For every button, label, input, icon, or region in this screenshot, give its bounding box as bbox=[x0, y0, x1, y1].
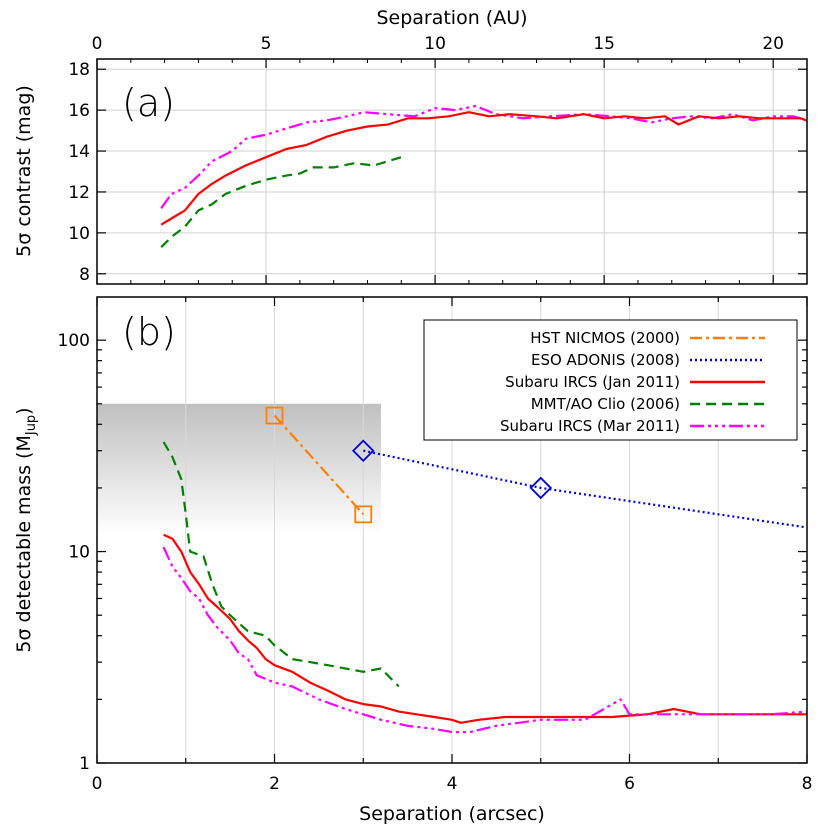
panel-b-series-subaru_jan bbox=[163, 533, 807, 724]
legend-box bbox=[423, 319, 798, 441]
panel-b-ytick-label-2: 100 bbox=[58, 331, 90, 351]
legend-label-mmt: MMT/AO Clio (2006) bbox=[531, 395, 680, 413]
panel-b-xtick-label-0: 0 bbox=[92, 774, 103, 794]
legend-label-subaru_mar: Subaru IRCS (Mar 2011) bbox=[500, 417, 680, 435]
panel-b-ylabel-sub: Jup bbox=[24, 415, 39, 436]
panel-b-ylabel: 5σ detectable mass (MJup) bbox=[13, 407, 39, 652]
panel-a-xtick-label-2: 10 bbox=[424, 34, 446, 54]
panel-a-ytick-label-2: 12 bbox=[68, 183, 90, 203]
marker-eso-0 bbox=[351, 439, 375, 462]
panel-b-series-eso bbox=[363, 449, 808, 529]
panel-b-xtick-label-4: 8 bbox=[802, 774, 813, 794]
panel-b-ylabel-end: ) bbox=[13, 407, 35, 414]
panel-a-ytick-label-5: 18 bbox=[68, 60, 90, 80]
marker-eso-1 bbox=[529, 476, 553, 500]
legend: HST NICMOS (2000) ESO ADONIS (2008) Subaru… bbox=[423, 319, 798, 441]
panel-a-xtick-label-3: 15 bbox=[593, 34, 615, 54]
panel-a-series-mmt bbox=[160, 156, 402, 248]
marker-hst-1 bbox=[354, 505, 373, 524]
panel-b-markers bbox=[265, 406, 553, 524]
panel-b: 0 2 4 6 8 1 10 100 (b) Separation (arcsec) 5σ d… bbox=[13, 296, 813, 825]
panel-b-xtick-label-2: 4 bbox=[447, 774, 458, 794]
panel-b-xtick-label-3: 6 bbox=[624, 774, 635, 794]
panel-a-ytick-label-0: 8 bbox=[79, 265, 90, 285]
panel-b-series-mmt bbox=[162, 441, 400, 688]
panel-a-xtick-label-1: 5 bbox=[261, 34, 272, 54]
panel-b-ytick-label-1: 10 bbox=[68, 543, 90, 563]
panel-b-label: (b) bbox=[122, 310, 176, 354]
panel-a-xtick-label-4: 20 bbox=[762, 34, 784, 54]
panel-b-ylabel-main: 5σ detectable mass (M bbox=[13, 435, 35, 652]
legend-label-eso: ESO ADONIS (2008) bbox=[531, 351, 680, 369]
panel-a-label: (a) bbox=[122, 81, 175, 125]
panel-a-series-subaru_jan bbox=[160, 111, 808, 226]
panel-a-ytick-label-3: 14 bbox=[68, 142, 90, 162]
panel-a-ticks: 0 5 10 15 20 8 10 12 14 16 18 bbox=[68, 34, 807, 285]
panel-a-xtick-label-0: 0 bbox=[92, 34, 103, 54]
legend-entries: HST NICMOS (2000) ESO ADONIS (2008) Subaru… bbox=[500, 329, 765, 435]
panel-b-xlabel: Separation (arcsec) bbox=[359, 803, 545, 825]
panel-a-frame bbox=[96, 58, 808, 285]
panel-b-series-hst bbox=[273, 414, 365, 516]
marker-hst-0 bbox=[265, 406, 284, 425]
panel-b-xtick-label-1: 2 bbox=[269, 774, 280, 794]
mass-shaded-region bbox=[97, 403, 381, 535]
panel-b-ticks: 0 2 4 6 8 1 10 100 bbox=[58, 297, 813, 794]
panel-a-series bbox=[160, 104, 808, 248]
legend-label-subaru_jan: Subaru IRCS (Jan 2011) bbox=[505, 373, 680, 391]
panel-a-ytick-label-4: 16 bbox=[68, 101, 90, 121]
panel-b-series-subaru_mar bbox=[162, 546, 808, 734]
panel-b-series bbox=[162, 414, 808, 734]
legend-label-hst: HST NICMOS (2000) bbox=[530, 329, 680, 347]
panel-a-ytick-label-1: 10 bbox=[68, 224, 90, 244]
panel-b-ytick-label-0: 1 bbox=[79, 754, 90, 774]
panel-a-series-subaru_mar bbox=[160, 104, 808, 209]
panel-a-ylabel: 5σ contrast (mag) bbox=[13, 85, 35, 257]
panel-b-grid bbox=[185, 297, 719, 763]
panel-a-xlabel: Separation (AU) bbox=[376, 7, 527, 29]
